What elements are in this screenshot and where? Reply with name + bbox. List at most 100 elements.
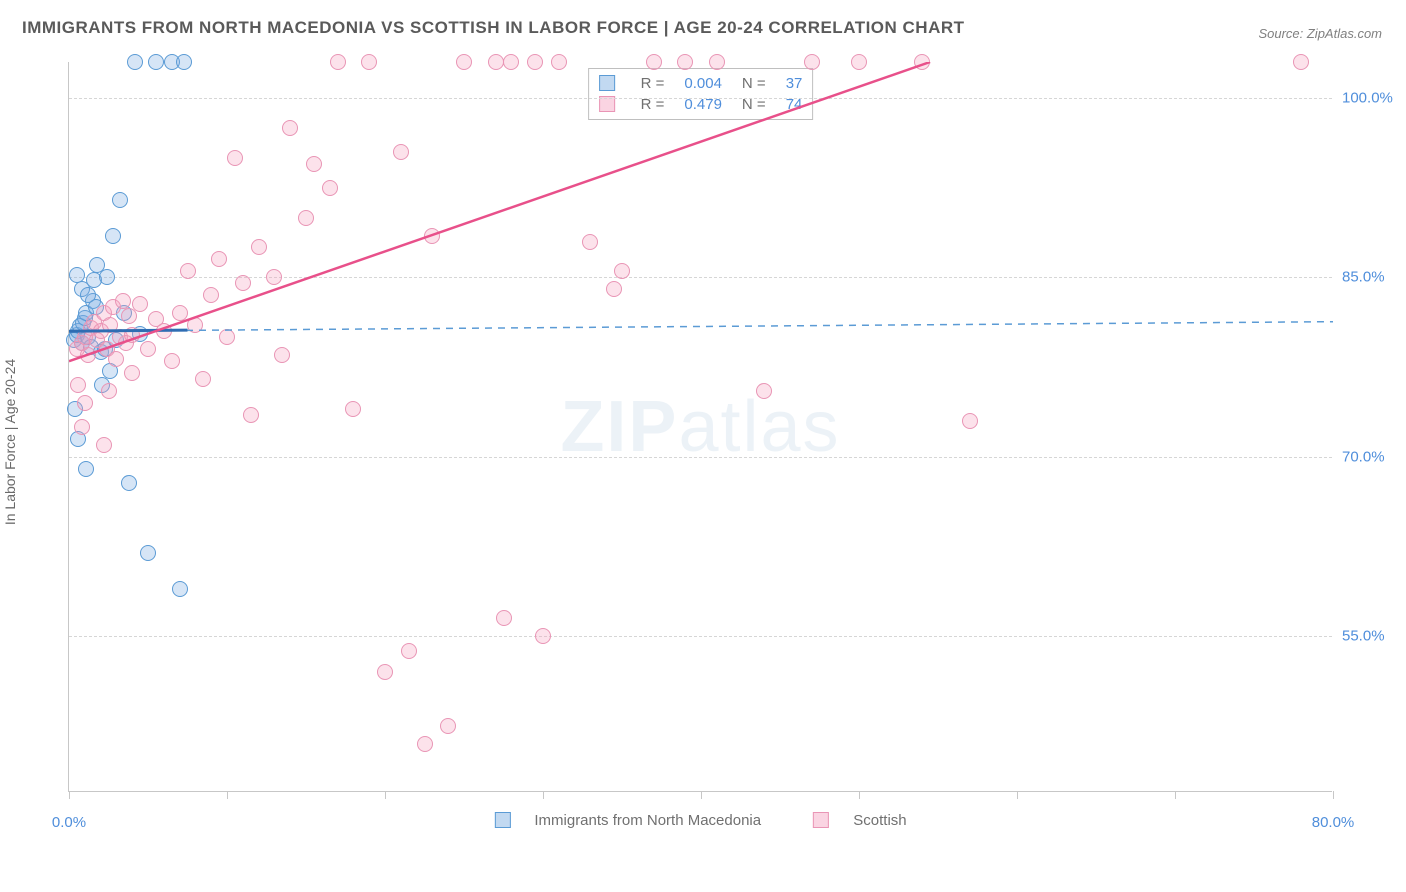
data-point-pink [1293, 54, 1309, 70]
data-point-pink [551, 54, 567, 70]
data-point-pink [187, 317, 203, 333]
data-point-pink [211, 251, 227, 267]
data-point-pink [101, 383, 117, 399]
data-point-blue [112, 192, 128, 208]
data-point-pink [306, 156, 322, 172]
data-point-pink [962, 413, 978, 429]
swatch-blue-icon [494, 812, 510, 828]
data-point-pink [282, 120, 298, 136]
data-point-pink [124, 365, 140, 381]
data-point-pink [496, 610, 512, 626]
data-point-pink [124, 327, 140, 343]
data-point-pink [70, 377, 86, 393]
data-point-pink [914, 54, 930, 70]
y-tick-label: 70.0% [1342, 448, 1406, 465]
data-point-pink [266, 269, 282, 285]
x-tick [1017, 791, 1018, 799]
x-tick [69, 791, 70, 799]
data-point-blue [121, 475, 137, 491]
data-point-pink [274, 347, 290, 363]
data-point-blue [78, 461, 94, 477]
data-point-pink [503, 54, 519, 70]
data-point-pink [235, 275, 251, 291]
data-point-blue [127, 54, 143, 70]
data-point-blue [176, 54, 192, 70]
data-point-pink [851, 54, 867, 70]
data-point-blue [172, 581, 188, 597]
gridline [69, 98, 1332, 99]
data-point-pink [756, 383, 772, 399]
chart-container: In Labor Force | Age 20-24 ZIPatlas R = … [48, 62, 1358, 822]
data-point-pink [227, 150, 243, 166]
data-point-pink [96, 437, 112, 453]
data-point-pink [251, 239, 267, 255]
gridline [69, 636, 1332, 637]
x-tick-label: 80.0% [1312, 814, 1355, 831]
data-point-pink [804, 54, 820, 70]
data-point-blue [140, 545, 156, 561]
data-point-pink [140, 341, 156, 357]
y-tick-label: 55.0% [1342, 628, 1406, 645]
data-point-pink [417, 736, 433, 752]
data-point-pink [614, 263, 630, 279]
swatch-blue-icon [599, 75, 615, 91]
data-point-blue [105, 228, 121, 244]
data-point-blue [80, 287, 96, 303]
x-tick [543, 791, 544, 799]
data-point-pink [164, 353, 180, 369]
x-tick [1175, 791, 1176, 799]
data-point-pink [80, 347, 96, 363]
y-tick-label: 85.0% [1342, 269, 1406, 286]
data-point-pink [377, 664, 393, 680]
x-tick [385, 791, 386, 799]
data-point-blue [148, 54, 164, 70]
legend-row-blue: R = 0.004 N = 37 [589, 73, 813, 94]
data-point-pink [108, 351, 124, 367]
x-tick [701, 791, 702, 799]
data-point-pink [322, 180, 338, 196]
data-point-pink [156, 323, 172, 339]
data-point-pink [132, 296, 148, 312]
n-value-blue: 37 [776, 73, 813, 94]
data-point-pink [535, 628, 551, 644]
data-point-pink [646, 54, 662, 70]
y-axis-label: In Labor Force | Age 20-24 [2, 359, 18, 525]
data-point-pink [488, 54, 504, 70]
watermark: ZIPatlas [560, 386, 840, 468]
x-tick [1333, 791, 1334, 799]
data-point-pink [401, 643, 417, 659]
data-point-pink [606, 281, 622, 297]
correlation-legend: R = 0.004 N = 37 R = 0.479 N = 74 [588, 68, 814, 120]
data-point-pink [393, 144, 409, 160]
legend-label-blue: Immigrants from North Macedonia [534, 812, 761, 829]
data-point-pink [361, 54, 377, 70]
gridline [69, 457, 1332, 458]
trend-lines [69, 62, 1333, 792]
data-point-pink [330, 54, 346, 70]
data-point-pink [527, 54, 543, 70]
data-point-pink [582, 234, 598, 250]
legend-label-pink: Scottish [853, 812, 906, 829]
data-point-pink [77, 395, 93, 411]
gridline [69, 277, 1332, 278]
data-point-pink [180, 263, 196, 279]
plot-area: ZIPatlas R = 0.004 N = 37 R = 0.479 N = … [68, 62, 1332, 792]
r-value-blue: 0.004 [674, 73, 732, 94]
x-tick [227, 791, 228, 799]
data-point-pink [172, 305, 188, 321]
swatch-pink-icon [813, 812, 829, 828]
y-tick-label: 100.0% [1342, 89, 1406, 106]
series-legend: Immigrants from North Macedonia Scottish [470, 812, 930, 829]
source-attribution: Source: ZipAtlas.com [1258, 26, 1382, 41]
data-point-pink [298, 210, 314, 226]
data-point-pink [195, 371, 211, 387]
data-point-pink [203, 287, 219, 303]
x-tick-label: 0.0% [52, 814, 86, 831]
data-point-pink [74, 419, 90, 435]
data-point-pink [709, 54, 725, 70]
data-point-pink [677, 54, 693, 70]
data-point-pink [456, 54, 472, 70]
data-point-pink [219, 329, 235, 345]
data-point-pink [243, 407, 259, 423]
data-point-pink [440, 718, 456, 734]
